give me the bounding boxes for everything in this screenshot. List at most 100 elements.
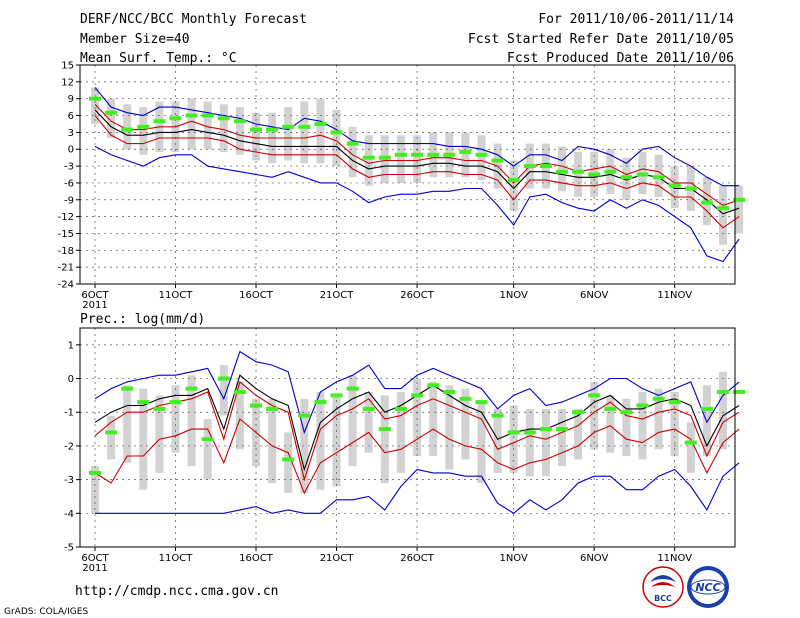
prec-spread-bar [654, 388, 663, 450]
ncc-logo-text: NCC [695, 581, 720, 594]
temp-spread-bar [461, 132, 470, 178]
prec-x-tick-label: 6NOV [580, 553, 609, 564]
temp-y-tick-label: -3 [64, 162, 74, 173]
prec-spread-bar [445, 385, 454, 470]
prec-climatology-mark [266, 406, 279, 411]
footer-url: http://cmdp.ncc.cma.gov.cn [75, 584, 279, 599]
temp-x-tick-label: 6NOV [580, 290, 609, 301]
prec-climatology-mark [298, 413, 311, 418]
temp-x-tick-label: 1NOV [499, 290, 528, 301]
prec-climatology-mark [314, 400, 327, 405]
prec-y-tick-label: 0 [68, 374, 74, 385]
ncc-logo: NCC [687, 566, 729, 608]
prec-y-tick-label: -4 [64, 509, 74, 520]
temp-spread-bar [348, 126, 357, 178]
prec-climatology-mark [89, 470, 101, 475]
prec-y-tick-label: -2 [64, 441, 74, 452]
prec-climatology-mark [330, 393, 343, 398]
prec-climatology-mark [250, 403, 262, 408]
temp-climatology-mark [443, 152, 456, 157]
prec-x-tick-year: 2011 [82, 563, 107, 574]
temp-y-tick-label: -24 [58, 280, 74, 291]
prec-spread-bar [574, 408, 583, 460]
prec-spread-bar [686, 422, 695, 473]
temp-spread-bar [139, 107, 148, 155]
temp-x-tick-label: 11OCT [159, 290, 194, 301]
prec-y-tick-label: -5 [64, 543, 74, 554]
prec-climatology-mark [137, 400, 150, 405]
prec-climatology-mark [700, 406, 713, 411]
temp-climatology-mark [121, 127, 134, 132]
prec-climatology-mark [443, 390, 456, 394]
temp-spread-bar [203, 101, 212, 150]
temp-y-tick-label: -12 [58, 212, 74, 223]
prec-climatology-mark [217, 376, 230, 381]
temp-spread-bar [396, 135, 405, 183]
temp-spread-bar [284, 107, 293, 161]
prec-spread-bar [187, 375, 196, 467]
prec-climatology-mark [507, 430, 520, 435]
temp-climatology-mark [250, 127, 262, 132]
member-size: Member Size=40 [80, 32, 190, 47]
temp-ensemble-max-line [94, 87, 740, 187]
temp-climatology-mark [89, 96, 101, 101]
prec-climatology-mark [153, 406, 166, 411]
prec-spread-bar [493, 408, 502, 473]
temp-spread-bar [91, 87, 99, 124]
prec-climatology-mark [636, 403, 649, 408]
temp-spread-bar [235, 107, 244, 155]
temp-climatology-mark [233, 119, 246, 124]
prec-climatology-mark [378, 427, 391, 432]
temp-x-tick-label: 16OCT [239, 290, 274, 301]
temp-spread-bar [719, 185, 727, 245]
temp-x-tick-label: 26OCT [400, 290, 435, 301]
prec-climatology-mark [394, 406, 407, 411]
temp-y-tick-label: 6 [68, 111, 74, 122]
prec-spread-bar [590, 381, 599, 450]
prec-climatology-mark [411, 393, 424, 398]
temp-climatology-mark [475, 152, 488, 157]
temp-climatology-mark [330, 130, 343, 135]
prec-climatology-mark [362, 406, 375, 411]
temp-spread-bar [107, 98, 116, 138]
prec-plot-frame [79, 327, 736, 548]
temp-climatology-mark [105, 110, 118, 115]
prec-climatology-mark [169, 400, 182, 405]
prec-spread-bar [348, 375, 357, 467]
temp-y-tick-label: 12 [61, 77, 74, 88]
chart-title: DERF/NCC/BCC Monthly Forecast [80, 12, 307, 27]
prec-spread-bar [525, 408, 534, 477]
prec-x-tick-label: 21OCT [320, 553, 355, 564]
temp-climatology-mark [298, 124, 311, 129]
bcc-logo-text: BCC [654, 594, 672, 603]
prec-spread-bar [139, 388, 148, 490]
ncc-logo-inner [691, 570, 725, 604]
temp-y-tick-label: 3 [68, 128, 74, 139]
prec-spread-bar [477, 402, 486, 483]
temp-y-tick-label: -15 [58, 229, 74, 240]
temp-range-lower-line [94, 115, 740, 229]
temp-y-tick-label: -21 [58, 263, 74, 274]
prec-climatology-mark [346, 386, 359, 391]
temp-y-tick-label: -18 [58, 246, 74, 257]
prec-spread-bar [638, 392, 647, 460]
temp-climatology-mark [636, 172, 649, 177]
prec-climatology-mark [105, 430, 118, 435]
prec-spread-bar [284, 432, 293, 493]
temp-spread-bar [413, 135, 422, 183]
prec-spread-bar [203, 419, 212, 480]
precip-label: Prec.: log(mm/d) [80, 312, 205, 327]
bcc-logo-wave-blue [650, 575, 676, 582]
prec-spread-bar [123, 385, 132, 463]
temp-climatology-mark [668, 183, 681, 188]
bcc-logo-ring [642, 566, 684, 608]
temp-climatology-mark [491, 158, 504, 163]
temp-climatology-mark [314, 122, 327, 126]
temp-y-tick-label: 15 [61, 61, 74, 72]
prec-spread-bar [509, 405, 518, 473]
temp-x-tick-label: 6OCT [81, 290, 109, 301]
temp-x-tick-label: 11NOV [657, 290, 692, 301]
temp-climatology-mark [169, 116, 182, 121]
temp-spread-bar [735, 185, 744, 234]
